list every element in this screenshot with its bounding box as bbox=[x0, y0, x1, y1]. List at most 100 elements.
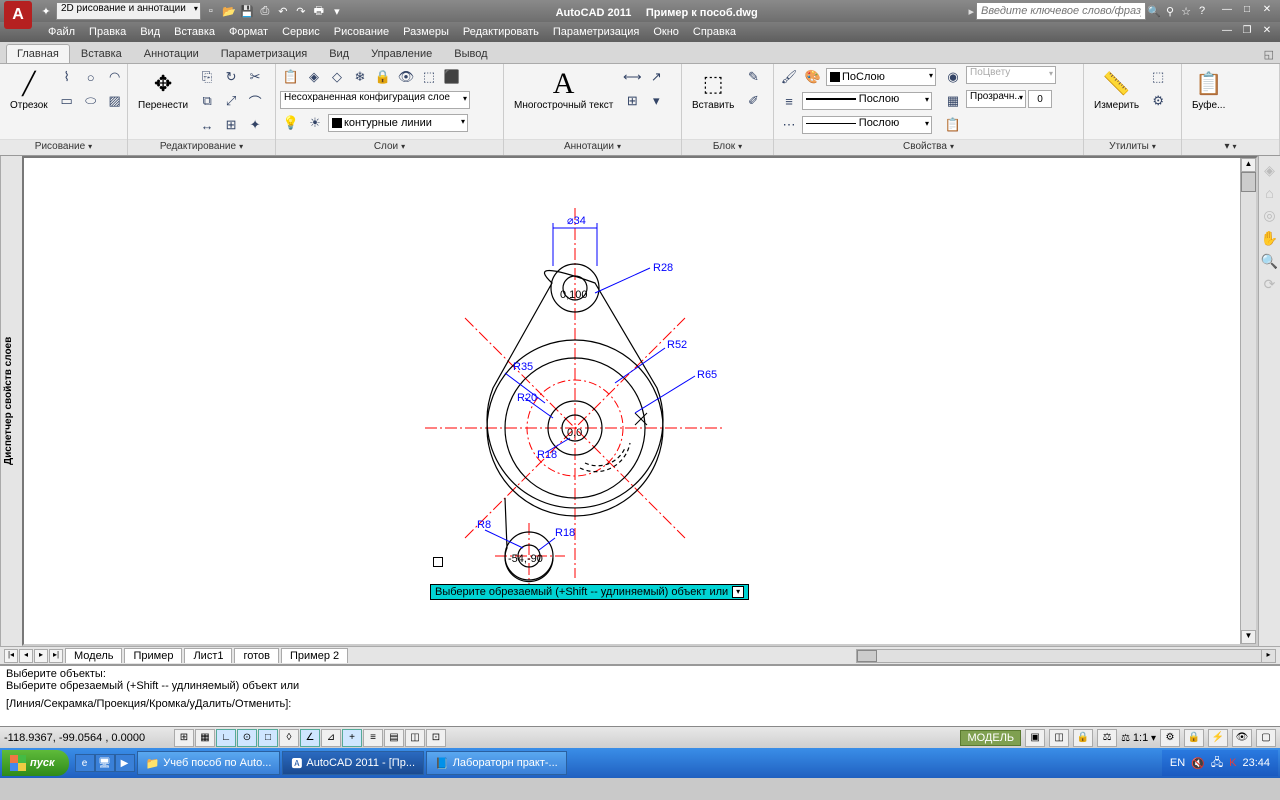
panel-draw-title[interactable]: Рисование bbox=[0, 139, 127, 155]
scroll-down-icon[interactable]: ▼ bbox=[1241, 630, 1256, 644]
menu-insert[interactable]: Вставка bbox=[174, 26, 215, 38]
redo-icon[interactable]: ↷ bbox=[293, 3, 309, 19]
new-icon[interactable]: ▫ bbox=[203, 3, 219, 19]
anno-vis-icon[interactable]: ⚖ bbox=[1097, 729, 1117, 747]
block-create-icon[interactable]: ✎ bbox=[742, 66, 764, 88]
ribbon-expand-icon[interactable]: ◱ bbox=[1258, 46, 1280, 63]
grid-button[interactable]: ▦ bbox=[195, 729, 215, 747]
search-input[interactable] bbox=[976, 2, 1146, 20]
lwt-button[interactable]: ≡ bbox=[363, 729, 383, 747]
linetype-combo[interactable]: Послою bbox=[802, 116, 932, 134]
tab-first-icon[interactable]: |◂ bbox=[4, 649, 18, 663]
layer-list-icon[interactable]: 💡 bbox=[280, 112, 302, 134]
plotstyle-combo[interactable]: ПоЦвету bbox=[966, 66, 1056, 84]
maximize-button[interactable]: □ bbox=[1238, 4, 1256, 18]
layer-iso-icon[interactable]: ◇ bbox=[326, 66, 348, 88]
nav-home-icon[interactable]: ⌂ bbox=[1265, 185, 1273, 201]
clock[interactable]: 23:44 bbox=[1242, 757, 1270, 769]
quick-ie-icon[interactable]: e bbox=[75, 754, 95, 772]
color-combo[interactable]: ПоСлою bbox=[826, 68, 936, 86]
qv-layouts-icon[interactable]: ▣ bbox=[1025, 729, 1045, 747]
menu-window[interactable]: Окно bbox=[653, 26, 679, 38]
explode-icon[interactable]: ✦ bbox=[244, 114, 266, 136]
infocenter-icon[interactable]: 🔍 bbox=[1146, 3, 1162, 19]
menu-edit[interactable]: Правка bbox=[89, 26, 126, 38]
tab-home[interactable]: Главная bbox=[6, 44, 70, 63]
layer-palette-bar[interactable]: Диспетчер свойств слоев bbox=[0, 156, 22, 646]
menu-service[interactable]: Сервис bbox=[282, 26, 320, 38]
snap-button[interactable]: ⊞ bbox=[174, 729, 194, 747]
menu-file[interactable]: Файл bbox=[48, 26, 75, 38]
close-button[interactable]: ✕ bbox=[1258, 4, 1276, 18]
nav-wheel-icon[interactable]: ◎ bbox=[1263, 207, 1275, 224]
polyline-icon[interactable]: ⌇ bbox=[56, 66, 78, 88]
print-icon[interactable]: 🖶 bbox=[311, 3, 327, 19]
anno-scale-icon[interactable]: 🔒 bbox=[1073, 729, 1093, 747]
doc-restore-button[interactable]: ❐ bbox=[1238, 25, 1256, 39]
layer-current-combo[interactable]: контурные линии bbox=[328, 114, 468, 132]
tab-layout2[interactable]: Лист1 bbox=[184, 648, 232, 663]
array-icon[interactable]: ⊞ bbox=[220, 114, 242, 136]
tab-layout4[interactable]: Пример 2 bbox=[281, 648, 348, 663]
menu-draw[interactable]: Рисование bbox=[334, 26, 389, 38]
qat-more-icon[interactable]: ▾ bbox=[329, 3, 345, 19]
panel-edit-title[interactable]: Редактирование bbox=[128, 139, 275, 155]
insert-button[interactable]: ⬚Вставить bbox=[686, 66, 740, 115]
scale-label[interactable]: ⚖ 1:1 ▾ bbox=[1121, 732, 1156, 744]
layer-f4-icon[interactable]: ⬚ bbox=[418, 66, 440, 88]
trim-icon[interactable]: ✂ bbox=[244, 66, 266, 88]
lang-indicator[interactable]: EN bbox=[1170, 757, 1185, 769]
tab-manage[interactable]: Управление bbox=[360, 44, 443, 63]
task-item-2[interactable]: 🅰 AutoCAD 2011 - [Пр... bbox=[282, 751, 424, 775]
dim-linear-icon[interactable]: ⟷ bbox=[621, 66, 643, 88]
panel-clip-title[interactable]: ▾ bbox=[1182, 139, 1279, 155]
panel-props-title[interactable]: Свойства bbox=[774, 139, 1083, 155]
measure-button[interactable]: 📏Измерить bbox=[1088, 66, 1145, 115]
layer-sun-icon[interactable]: ☀ bbox=[304, 112, 326, 134]
color-icon[interactable]: 🎨 bbox=[802, 66, 824, 88]
command-window[interactable]: Выберите объекты: Выберите обрезаемый (+… bbox=[0, 664, 1280, 726]
lt-icon[interactable]: ⋯ bbox=[778, 114, 800, 136]
panel-layers-title[interactable]: Слои bbox=[276, 139, 503, 155]
dim-leader-icon[interactable]: ↗ bbox=[645, 66, 667, 88]
nav-zoom-icon[interactable]: 🔍 bbox=[1261, 253, 1278, 270]
tray-icon-2[interactable]: 🖧 bbox=[1211, 754, 1223, 773]
qv-dwg-icon[interactable]: ◫ bbox=[1049, 729, 1069, 747]
undo-icon[interactable]: ↶ bbox=[275, 3, 291, 19]
tab-annotate[interactable]: Аннотации bbox=[133, 44, 210, 63]
layer-f3-icon[interactable]: 👁 bbox=[395, 66, 417, 88]
start-button[interactable]: пуск bbox=[2, 750, 69, 776]
line-button[interactable]: ╱Отрезок bbox=[4, 66, 54, 115]
clipboard-button[interactable]: 📋Буфе... bbox=[1186, 66, 1231, 115]
isolate-icon[interactable]: 👁 bbox=[1232, 729, 1252, 747]
osnap-button[interactable]: □ bbox=[258, 729, 278, 747]
tab-next-icon[interactable]: ▸ bbox=[34, 649, 48, 663]
table-icon[interactable]: ⊞ bbox=[621, 90, 643, 112]
tab-model[interactable]: Модель bbox=[65, 648, 122, 663]
transp-combo[interactable]: Прозрачн... bbox=[966, 90, 1026, 108]
move-button[interactable]: ✥Перенести bbox=[132, 66, 194, 115]
hscroll-thumb[interactable] bbox=[857, 650, 877, 662]
transp-icon[interactable]: ▦ bbox=[942, 90, 964, 112]
hscrollbar[interactable]: ▸ bbox=[856, 649, 1276, 663]
list-icon[interactable]: 📋 bbox=[942, 114, 964, 136]
hscroll-right-icon[interactable]: ▸ bbox=[1261, 650, 1275, 662]
hatch-icon[interactable]: ▨ bbox=[104, 90, 126, 112]
viewcube-icon[interactable]: ◈ bbox=[1264, 162, 1275, 179]
tab-last-icon[interactable]: ▸| bbox=[49, 649, 63, 663]
doc-close-button[interactable]: ✕ bbox=[1258, 25, 1276, 39]
quick-media-icon[interactable]: ▶ bbox=[115, 754, 135, 772]
ortho-button[interactable]: ∟ bbox=[216, 729, 236, 747]
tab-layout1[interactable]: Пример bbox=[124, 648, 182, 663]
arc-icon[interactable]: ◠ bbox=[104, 66, 126, 88]
menu-param[interactable]: Параметризация bbox=[553, 26, 639, 38]
match-icon[interactable]: 🖌 bbox=[778, 66, 800, 88]
layer-state-icon[interactable]: ◈ bbox=[303, 66, 325, 88]
lw-icon[interactable]: ≡ bbox=[778, 90, 800, 112]
drawing-canvas[interactable]: ⌀34 R28 R52 R65 R35 R20 R18 R8 R18 0,100… bbox=[22, 156, 1258, 646]
minimize-button[interactable]: — bbox=[1218, 4, 1236, 18]
menu-dim[interactable]: Размеры bbox=[403, 26, 449, 38]
tray-icon-1[interactable]: 🔇 bbox=[1191, 757, 1205, 770]
app-logo[interactable]: A bbox=[4, 1, 32, 29]
layer-config-combo[interactable]: Несохраненная конфигурация слое bbox=[280, 91, 470, 109]
